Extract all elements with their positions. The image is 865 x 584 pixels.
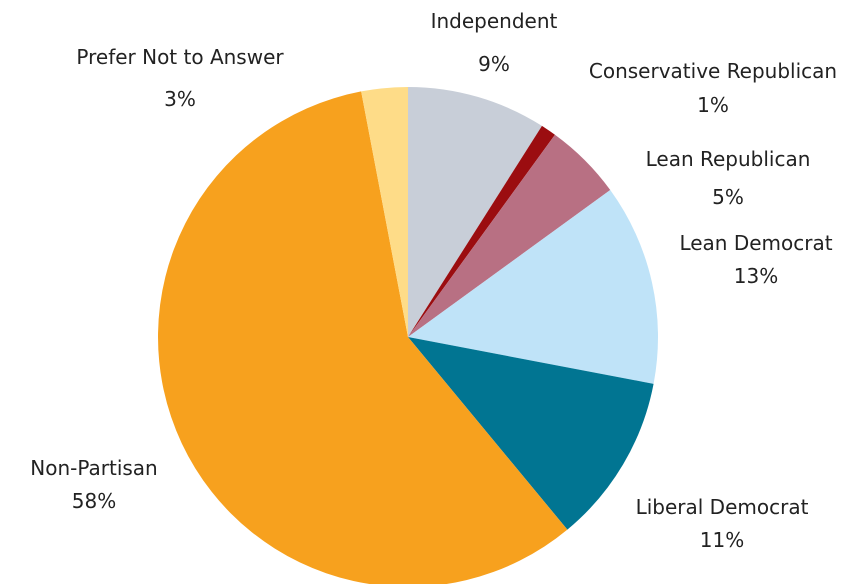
slice-name: Non-Partisan: [30, 456, 157, 480]
slice-name: Liberal Democrat: [636, 495, 809, 519]
pie-slice-prefer-not-to-answer: [361, 87, 408, 337]
slice-name: Independent: [431, 9, 558, 33]
slice-percent: 3%: [164, 87, 196, 111]
pie-slice-conservative-republican: [408, 125, 555, 337]
pie-slice-lean-democrat: [408, 190, 658, 384]
pie-slice-lean-republican: [408, 134, 611, 337]
slice-label-non-partisan: Non-Partisan 58%: [30, 456, 157, 513]
slice-percent: 9%: [478, 52, 510, 76]
slice-label-prefer-not-to-answer: Prefer Not to Answer 3%: [76, 45, 284, 111]
pie-slices: [158, 87, 658, 584]
slice-label-conservative-republican: Conservative Republican 1%: [589, 59, 837, 117]
pie-slice-liberal-democrat: [408, 337, 654, 530]
slice-name: Lean Democrat: [679, 231, 832, 255]
slice-percent: 1%: [697, 93, 729, 117]
slice-label-independent: Independent 9%: [431, 9, 558, 76]
slice-name: Conservative Republican: [589, 59, 837, 83]
pie-slice-independent: [408, 87, 542, 337]
pie-slice-non-partisan: [158, 91, 568, 584]
slice-label-liberal-democrat: Liberal Democrat 11%: [636, 495, 809, 552]
slice-percent: 58%: [72, 489, 116, 513]
slice-name: Prefer Not to Answer: [76, 45, 284, 69]
slice-percent: 13%: [734, 264, 778, 288]
slice-percent: 5%: [712, 185, 744, 209]
slice-label-lean-democrat: Lean Democrat 13%: [679, 231, 832, 288]
slice-label-lean-republican: Lean Republican 5%: [646, 147, 811, 209]
slice-name: Lean Republican: [646, 147, 811, 171]
slice-percent: 11%: [700, 528, 744, 552]
